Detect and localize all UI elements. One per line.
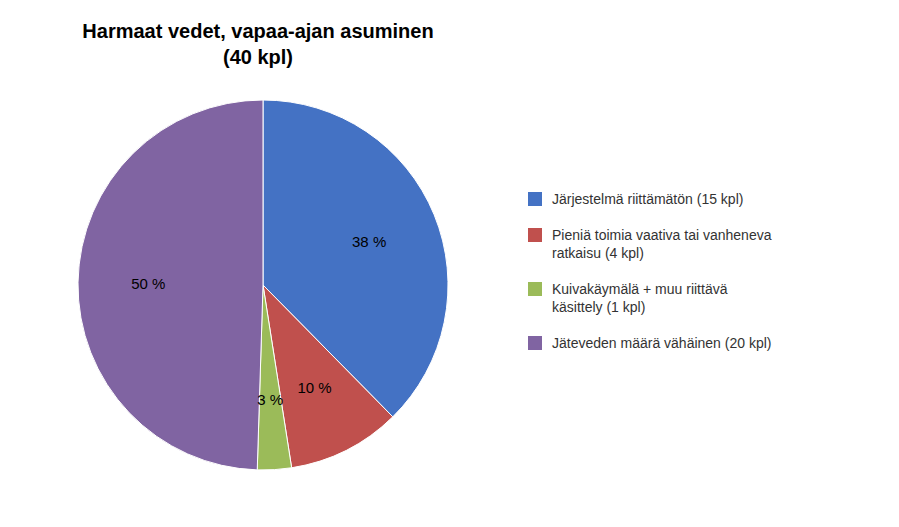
html-text:Kuivakäymälä + muu riittävä kä: Kuivakäymälä + muu riittävä käsittely (1… — [552, 281, 728, 315]
svg-text:50 %: 50 % — [131, 275, 165, 292]
html-text:Järjestelmä riittämätön (15 kp: Järjestelmä riittämätön (15 kpl) — [552, 191, 744, 207]
svg-text:3 %: 3 % — [257, 391, 283, 408]
html-text:Pieniä toimia vaativa tai vanh: Pieniä toimia vaativa tai vanheneva ratk… — [552, 227, 772, 261]
html-text:Jäteveden määrä vähäinen (20 k: Jäteveden määrä vähäinen (20 kpl) — [552, 335, 772, 351]
html-text:Harmaat vedet, vapaa-ajan asum: Harmaat vedet, vapaa-ajan asuminen (40 k… — [82, 20, 434, 68]
svg-text:10 %: 10 % — [297, 379, 331, 396]
svg-text:38 %: 38 % — [352, 233, 386, 250]
